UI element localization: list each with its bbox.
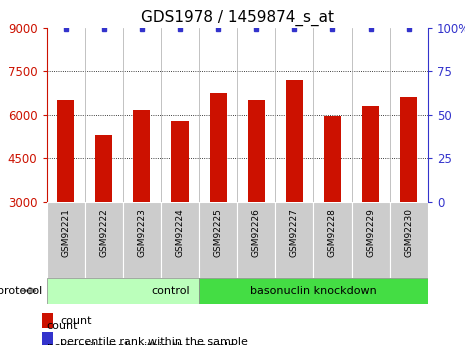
FancyBboxPatch shape <box>237 202 275 278</box>
Text: control: control <box>151 286 190 296</box>
Text: GSM92229: GSM92229 <box>366 208 375 257</box>
Bar <box>46 278 199 304</box>
Text: GSM92225: GSM92225 <box>213 208 223 257</box>
FancyBboxPatch shape <box>313 202 352 278</box>
Text: GSM92228: GSM92228 <box>328 208 337 257</box>
Text: GSM92221: GSM92221 <box>61 208 70 257</box>
Bar <box>362 106 379 202</box>
FancyBboxPatch shape <box>275 202 313 278</box>
Text: GSM92230: GSM92230 <box>404 208 413 257</box>
Bar <box>133 110 150 202</box>
Text: count: count <box>46 321 78 331</box>
Bar <box>286 80 303 202</box>
FancyBboxPatch shape <box>123 202 161 278</box>
Bar <box>248 100 265 202</box>
FancyBboxPatch shape <box>46 202 85 278</box>
Text: GSM92227: GSM92227 <box>290 208 299 257</box>
Text: GSM92226: GSM92226 <box>252 208 261 257</box>
Bar <box>95 135 112 202</box>
Text: GSM92222: GSM92222 <box>99 208 108 257</box>
FancyBboxPatch shape <box>199 202 237 278</box>
Bar <box>199 278 428 304</box>
FancyBboxPatch shape <box>352 202 390 278</box>
Text: basonuclin knockdown: basonuclin knockdown <box>250 286 377 296</box>
Bar <box>172 120 188 202</box>
Text: protocol: protocol <box>0 286 42 296</box>
Text: percentile rank within the sample: percentile rank within the sample <box>60 337 248 345</box>
FancyBboxPatch shape <box>85 202 123 278</box>
Bar <box>42 313 53 328</box>
Bar <box>400 97 417 202</box>
Text: count: count <box>60 316 92 326</box>
FancyBboxPatch shape <box>390 202 428 278</box>
Text: GSM92224: GSM92224 <box>175 208 185 257</box>
Bar <box>57 100 74 202</box>
Title: GDS1978 / 1459874_s_at: GDS1978 / 1459874_s_at <box>140 10 334 26</box>
FancyBboxPatch shape <box>161 202 199 278</box>
Bar <box>42 332 53 345</box>
Bar <box>210 93 226 202</box>
Text: percentile rank within the sample: percentile rank within the sample <box>46 342 234 345</box>
Bar <box>324 116 341 202</box>
Text: GSM92223: GSM92223 <box>137 208 146 257</box>
